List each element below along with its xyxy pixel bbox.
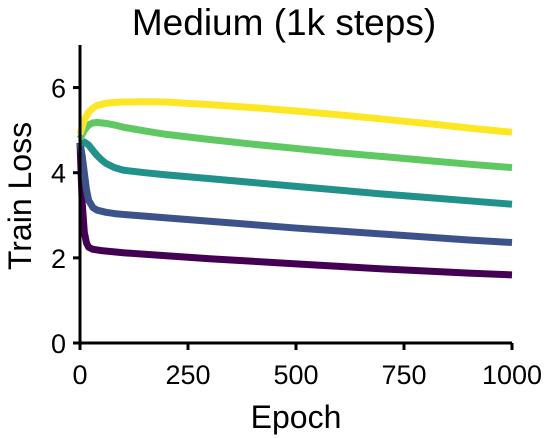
x-tick-label: 1000 [482,360,542,390]
x-tick-label: 250 [165,360,210,390]
series-line-5 [76,98,513,136]
y-axis-label: Train Loss [2,122,38,270]
y-tick-label: 2 [51,244,66,274]
y-ticks: 0 2 4 6 [51,74,80,359]
y-tick-label: 0 [51,329,66,359]
plot-lines [76,98,513,279]
series-line-4 [76,118,513,172]
series-line-1 [76,142,513,279]
x-tick-label: 500 [273,360,318,390]
y-tick-label: 4 [51,159,66,189]
series-line-3 [79,138,513,208]
x-ticks: 0 250 500 750 1000 [72,343,542,390]
x-axis-label: Epoch [251,399,342,435]
chart-title: Medium (1k steps) [132,2,436,43]
y-tick-label: 6 [51,74,66,104]
series-line-2 [76,142,513,247]
x-tick-label: 0 [72,360,87,390]
x-tick-label: 750 [381,360,426,390]
